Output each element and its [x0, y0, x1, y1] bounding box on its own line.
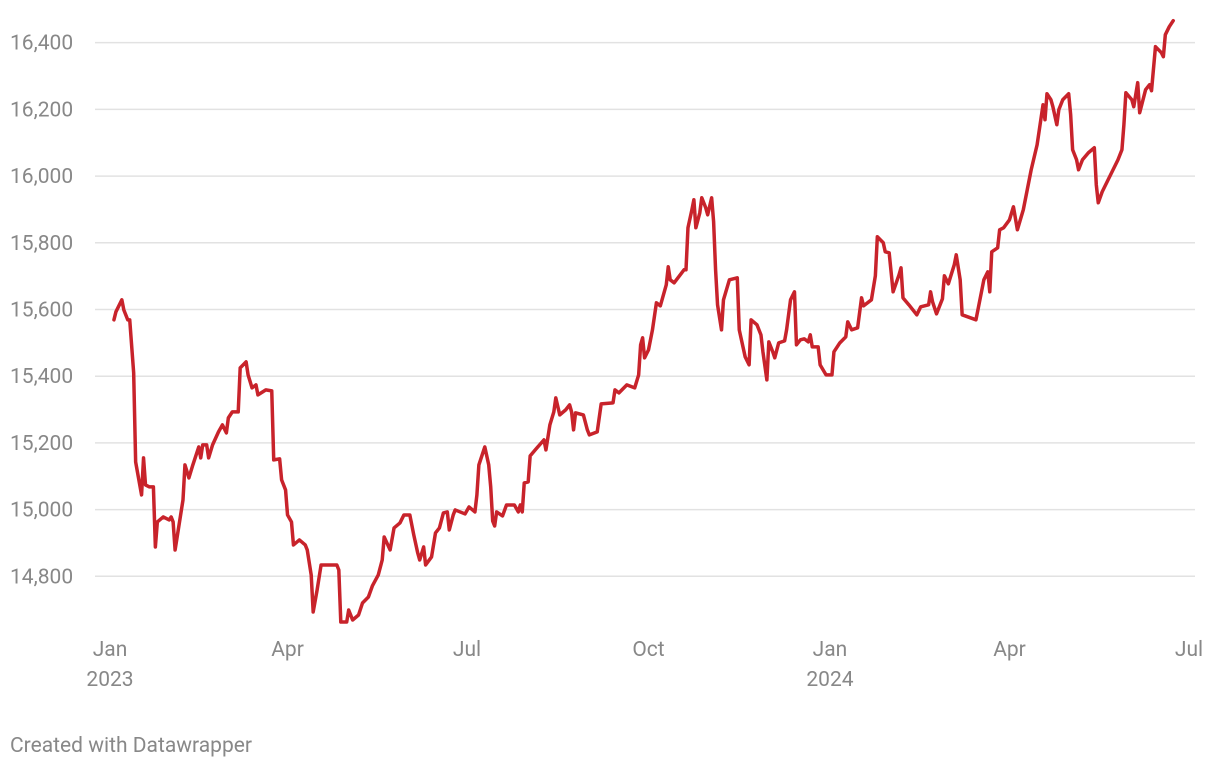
x-tick-label: Apr — [271, 638, 304, 662]
y-tick-label: 14,800 — [10, 565, 73, 589]
x-tick-label: Oct — [632, 638, 664, 662]
y-tick-label: 15,800 — [10, 232, 73, 256]
x-tick-label: Jul — [453, 638, 481, 662]
line — [112, 18, 1175, 624]
y-tick-label: 16,000 — [10, 165, 73, 189]
x-tick-label: Jan — [813, 638, 848, 662]
y-tick-label: 15,000 — [10, 499, 73, 523]
y-tick-label: 15,200 — [10, 432, 73, 456]
y-tick-label: 16,400 — [10, 32, 73, 56]
x-tick-sublabel: 2023 — [86, 668, 133, 692]
y-tick-label: 15,600 — [10, 298, 73, 322]
y-tick-label: 16,200 — [10, 98, 73, 122]
x-tick-label: Jul — [1175, 638, 1203, 662]
x-tick-sublabel: 2024 — [806, 668, 853, 692]
x-tick-label: Jan — [93, 638, 128, 662]
credit: Created with Datawrapper — [10, 734, 252, 758]
y-tick-label: 15,400 — [10, 365, 73, 389]
x-tick-label: Apr — [993, 638, 1026, 662]
